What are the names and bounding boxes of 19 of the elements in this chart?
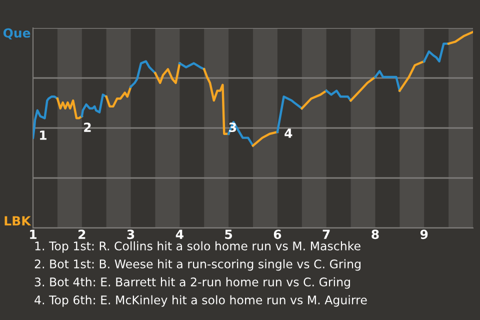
x-tick-label: 3 [127,230,134,240]
text: Que [3,28,30,40]
x-tick-label: 5 [225,230,232,240]
annotation: 4 [284,128,292,138]
x-tick-label: 4 [176,230,184,239]
text: 1. Top 1st: R. Collins hit a solo home run vs M. Maschke [35,241,360,253]
annotation: 2 [84,122,91,132]
x-tick-label: 2 [78,230,86,239]
x-tick-label: 8 [372,230,379,240]
text: 4. Top 6th: E. McKinley hit a solo home run vs M. Aguirre [34,295,367,307]
x-tick-label: 7 [322,230,330,239]
x-tick-label: 9 [420,230,428,240]
text: 2. Bot 1st: B. Weese hit a run-scoring single vs C. Gring [34,259,360,271]
text: 3. Bot 4th: E. Barrett hit a 2-run home run vs C. Gring [34,277,350,289]
annotation: 3 [229,122,236,132]
annotation: 1 [40,130,46,140]
x-tick-label: 6 [274,230,282,240]
x-tick-label: 1 [30,230,36,239]
text: LBK [4,216,32,226]
